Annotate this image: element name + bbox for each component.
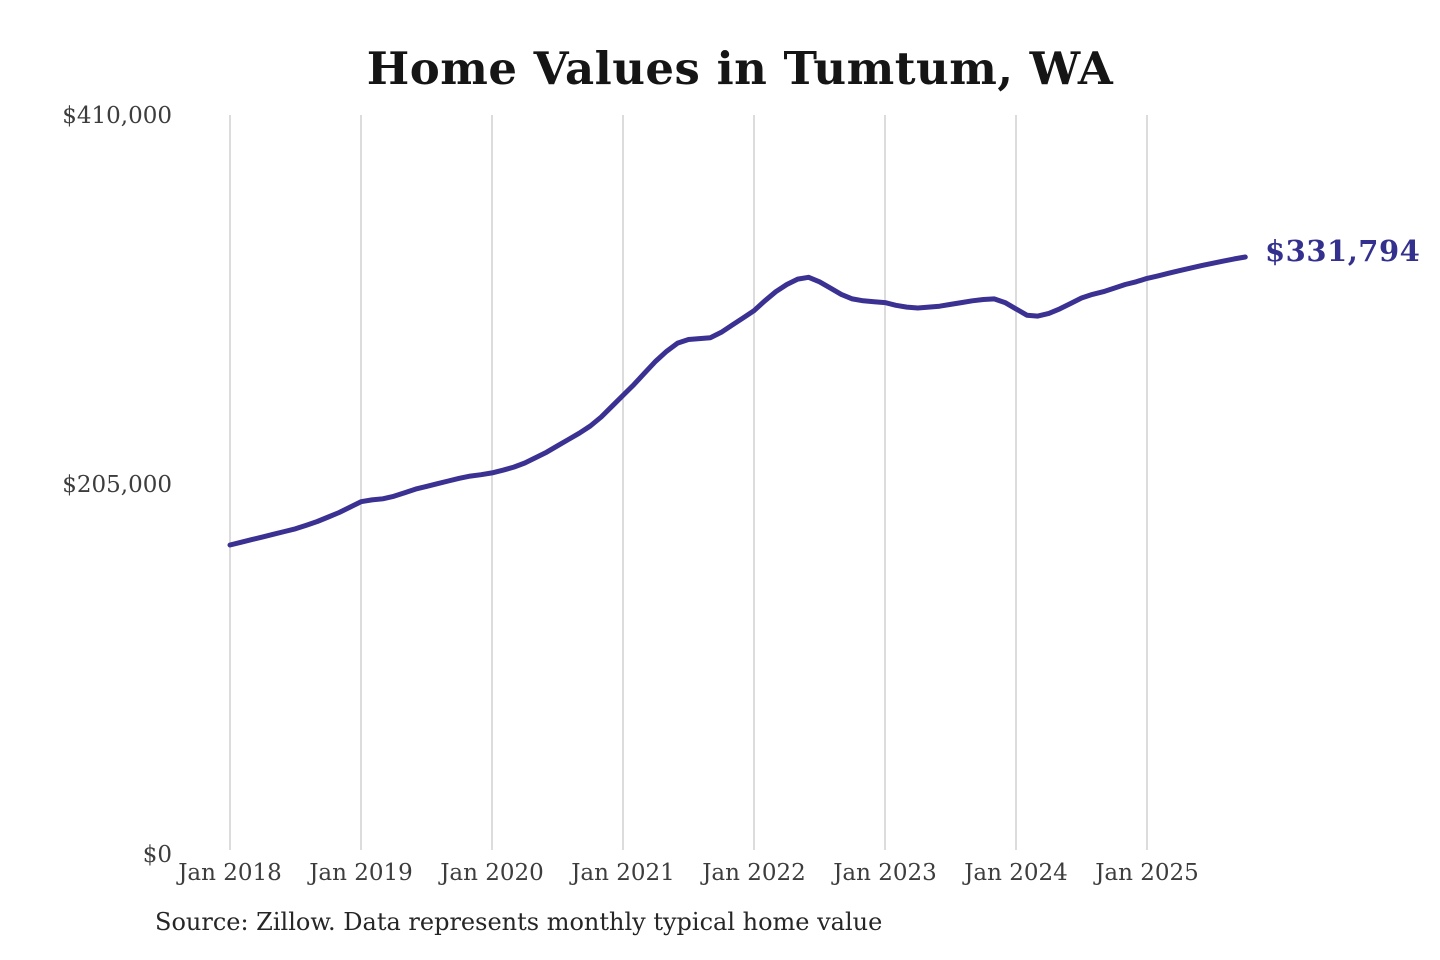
chart-title: Home Values in Tumtum, WA (366, 42, 1114, 95)
x-tick-label-jan-2021: Jan 2021 (571, 860, 675, 886)
home-value-line-group (227, 254, 1248, 548)
home-value-line (227, 254, 1248, 548)
y-tick-label-205000: $205,000 (62, 472, 172, 498)
x-tick-label-jan-2018: Jan 2018 (178, 860, 282, 886)
x-tick-label-jan-2022: Jan 2022 (702, 860, 806, 886)
y-tick-label-0: $0 (142, 842, 172, 868)
x-tick-label-jan-2024: Jan 2024 (964, 860, 1068, 886)
y-tick-label-410000: $410,000 (62, 103, 172, 129)
source-note: Source: Zillow. Data represents monthly … (155, 908, 883, 936)
x-tick-label-jan-2025: Jan 2025 (1095, 860, 1199, 886)
x-tick-label-jan-2019: Jan 2019 (309, 860, 413, 886)
gridlines (229, 115, 1148, 850)
latest-value-label: $331,794 (1265, 234, 1421, 268)
x-tick-label-jan-2020: Jan 2020 (440, 860, 544, 886)
x-tick-label-jan-2023: Jan 2023 (833, 860, 937, 886)
